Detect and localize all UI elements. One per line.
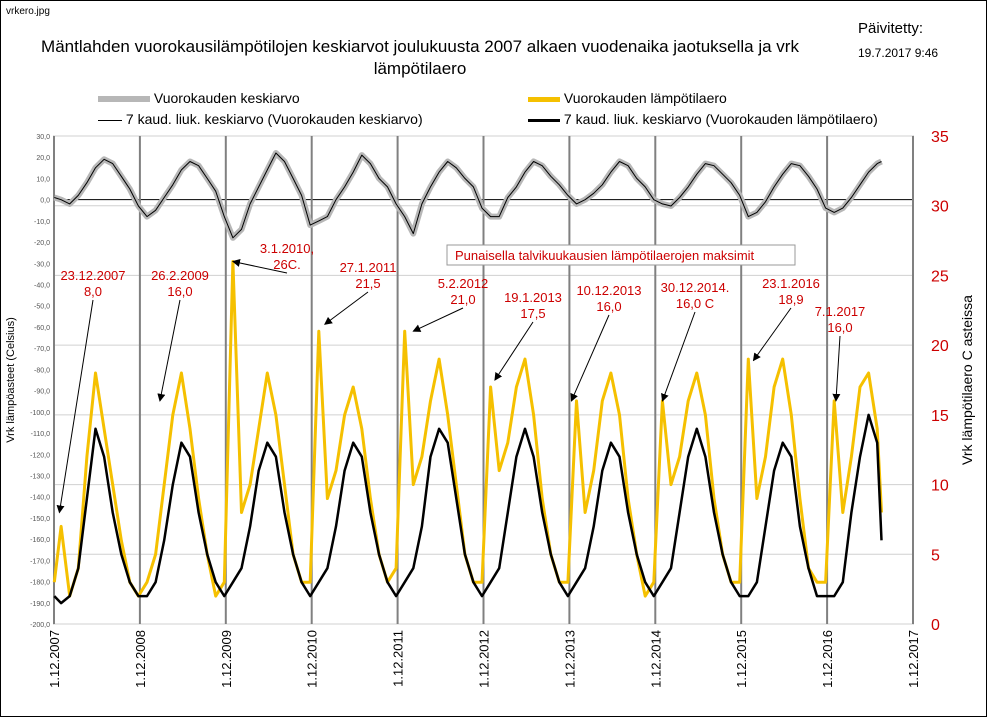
- annotation-value: 21,5: [355, 276, 380, 291]
- annotation-date: 19.1.2013: [504, 290, 562, 305]
- y-tick-label: -190,0: [30, 601, 50, 608]
- annotation-value: 8,0: [84, 284, 102, 299]
- legend-swatch-gray: [98, 96, 150, 103]
- y-tick-label: -20,0: [34, 240, 50, 247]
- x-tick-label: 1.12.2012: [477, 630, 492, 688]
- y-right-tick-label: 25: [931, 268, 949, 285]
- series-moving-diff: [53, 413, 883, 605]
- annotation-date: 10.12.2013: [576, 283, 641, 298]
- annotation-date: 26.2.2009: [151, 268, 209, 283]
- annotation-date: 23.12.2007: [60, 268, 125, 283]
- series-moving-mean: [54, 152, 882, 239]
- x-tick-label: 1.12.2016: [820, 630, 835, 688]
- legend-label: 7 kaud. liuk. keskiarvo (Vuorokauden kes…: [125, 111, 423, 127]
- y-axis-label: Vrk lämpöasteet (Celsius): [5, 317, 17, 443]
- y-tick-label: 30,0: [36, 134, 50, 141]
- annotation-value: 26C.: [273, 257, 300, 272]
- y-right-tick-label: 15: [931, 408, 949, 425]
- annotation-date: 7.1.2017: [815, 304, 866, 319]
- annotation-date: 30.12.2014.: [661, 280, 730, 295]
- annotation-date: 27.1.2011: [340, 260, 397, 275]
- legend-moving-diff: 7 kaud. liuk. keskiarvo (Vuorokauden läm…: [528, 111, 878, 127]
- annotation-arrow: [752, 307, 792, 362]
- x-tick-label: 1.12.2007: [47, 630, 62, 688]
- annotation-value: 17,5: [520, 306, 545, 321]
- y-tick-label: 10,0: [36, 176, 50, 183]
- legend-swatch-thin: [98, 119, 122, 121]
- y-tick-label: -120,0: [30, 452, 50, 459]
- y-tick-label: -60,0: [34, 325, 50, 332]
- y-right-tick-label: 35: [931, 129, 949, 146]
- annotation-arrow: [570, 314, 610, 402]
- annotation-arrow: [231, 259, 288, 274]
- y-tick-label: -110,0: [31, 431, 50, 438]
- annotation-box: [446, 244, 796, 266]
- legend-swatch-thick: [528, 118, 560, 122]
- y-tick-label: -90,0: [34, 389, 50, 396]
- y-tick-label: -10,0: [34, 219, 50, 226]
- annotation-value: 18,9: [778, 292, 803, 307]
- y-tick-label: -140,0: [30, 495, 50, 502]
- y-tick-label: -130,0: [30, 473, 50, 480]
- annotation-date: 5.2.2012: [438, 276, 489, 291]
- legend-label: Vuorokauden lämpötilaero: [563, 90, 727, 106]
- y-right-tick-label: 5: [931, 547, 940, 564]
- annotation-arrow: [832, 335, 841, 402]
- annotation-arrow: [661, 311, 696, 402]
- annotation-value: 16,0 C: [676, 296, 714, 311]
- y-tick-label: -50,0: [34, 304, 50, 311]
- legend-moving-mean: 7 kaud. liuk. keskiarvo (Vuorokauden kes…: [98, 111, 423, 127]
- annotation-value: 16,0: [167, 284, 192, 299]
- y-right-tick-label: 10: [931, 478, 949, 495]
- annotation-box-text: Punaisella talvikuukausien lämpötilaeroj…: [455, 248, 755, 263]
- y-tick-label: -200,0: [30, 622, 50, 629]
- legend-swatch-yellow: [528, 96, 560, 102]
- legend-daily-mean: Vuorokauden keskiarvo: [98, 90, 300, 106]
- y-right-tick-label: 30: [931, 199, 949, 216]
- annotation-date: 23.1.2016: [762, 276, 820, 291]
- x-tick-label: 1.12.2014: [648, 630, 663, 688]
- annotation-arrow: [157, 299, 181, 402]
- y-right-tick-label: 20: [931, 338, 949, 355]
- annotation-arrow: [324, 291, 369, 325]
- x-tick-label: 1.12.2008: [133, 630, 148, 688]
- legend-label: Vuorokauden keskiarvo: [153, 90, 300, 106]
- annotation-arrow: [412, 307, 464, 332]
- annotation-date: 3.1.2010,: [260, 241, 314, 256]
- x-tick-label: 1.12.2009: [219, 630, 234, 688]
- chart-title: Mäntlahden vuorokausilämpötilojen keskia…: [41, 37, 799, 78]
- y-tick-label: 20,0: [36, 155, 50, 162]
- x-tick-label: 1.12.2011: [391, 630, 406, 687]
- updated-date: 19.7.2017 9:46: [858, 46, 939, 60]
- y-tick-label: -40,0: [34, 283, 50, 290]
- x-tick-label: 1.12.2013: [562, 630, 577, 688]
- annotation-value: 16,0: [596, 299, 621, 314]
- filename-label: vrkero.jpg: [6, 6, 50, 17]
- y-tick-label: -100,0: [30, 410, 50, 417]
- y-right-axis-label: Vrk lämpötilaero C asteissa: [959, 295, 975, 465]
- x-tick-label: 1.12.2017: [906, 630, 921, 688]
- x-tick-label: 1.12.2010: [305, 630, 320, 688]
- x-tick-label: 1.12.2015: [734, 630, 749, 688]
- y-tick-label: -30,0: [34, 261, 50, 268]
- y-tick-label: -70,0: [34, 346, 50, 353]
- annotation-arrow: [56, 299, 94, 514]
- annotation-arrow: [494, 321, 534, 381]
- legend-daily-diff: Vuorokauden lämpötilaero: [528, 90, 727, 106]
- y-right-tick-label: 0: [931, 617, 940, 634]
- y-tick-label: -170,0: [30, 558, 50, 565]
- y-tick-label: -180,0: [30, 580, 50, 587]
- legend-label: 7 kaud. liuk. keskiarvo (Vuorokauden läm…: [563, 111, 878, 127]
- y-tick-label: 0,0: [40, 198, 50, 205]
- annotation-value: 21,0: [450, 292, 475, 307]
- updated-label: Päivitetty:: [858, 20, 924, 37]
- annotation-value: 16,0: [827, 320, 852, 335]
- y-tick-label: -160,0: [30, 537, 50, 544]
- y-tick-label: -150,0: [30, 516, 50, 523]
- y-tick-label: -80,0: [34, 367, 50, 374]
